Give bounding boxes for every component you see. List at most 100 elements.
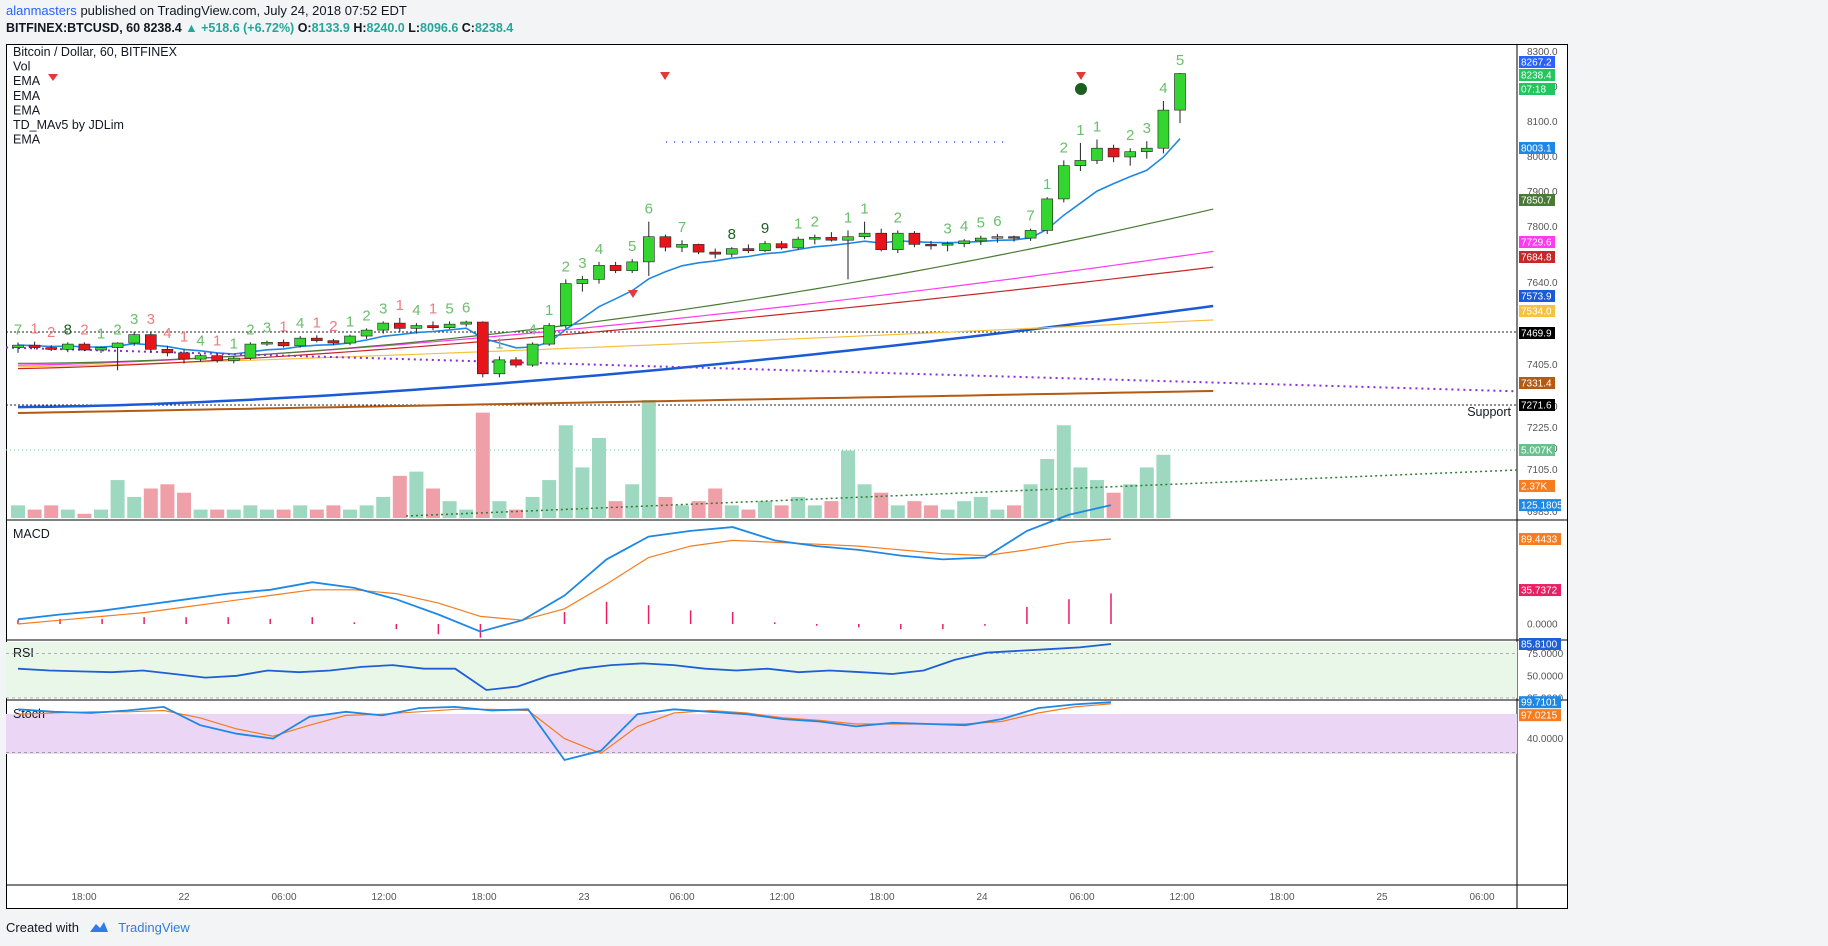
green-dotted-line [405, 469, 1518, 517]
candle-body [228, 357, 240, 361]
td-count-up: 3 [578, 255, 586, 272]
volume-bar [110, 480, 125, 518]
volume-bar [841, 450, 855, 518]
created-with-text: Created with [6, 920, 79, 935]
td-count-down: 2 [80, 321, 88, 338]
price-tag-label: 8238.4 [1521, 71, 1552, 82]
macd-axis-tick: 0.0000 [1527, 620, 1558, 631]
td-count-up: 1 [860, 201, 868, 218]
candle-body [12, 344, 24, 348]
candle-body [526, 343, 539, 366]
price-tag-bg [1519, 83, 1555, 95]
candle-body [244, 343, 257, 359]
candle-body [1157, 109, 1170, 149]
volume-bar [774, 505, 789, 518]
price-tag-label: 07:18 [1521, 85, 1546, 96]
candle-body [891, 232, 904, 250]
volume-bar [193, 509, 208, 518]
rsi-band-bg [6, 642, 1517, 698]
td-count-up: 1 [346, 314, 354, 331]
candle-body [61, 343, 74, 350]
volume-bar [973, 496, 988, 518]
time-axis-tick: 06:00 [1469, 892, 1494, 903]
volume-bar [1056, 425, 1071, 518]
price-tag-bg [1519, 142, 1555, 154]
candle-body [1008, 236, 1020, 239]
td-count-down: 1 [30, 321, 38, 338]
volume-bar [940, 509, 955, 518]
symbol-label: BITFINEX:BTCUSD, 60 [6, 21, 141, 35]
td-count-up: 1 [495, 335, 503, 352]
sell-signal-icon [1076, 72, 1086, 80]
td-count-up: 7 [678, 219, 686, 236]
td-count-up: 3 [130, 311, 138, 328]
candle-body [991, 236, 1004, 239]
td-count-up: 2 [894, 209, 902, 226]
tradingview-logo-icon [89, 922, 108, 932]
macd-label: MACD [13, 527, 50, 541]
price-tag-bg [1519, 69, 1555, 81]
stoch-k-tag [1519, 696, 1561, 709]
volume-bar [509, 509, 523, 518]
price-tag-bg [1519, 194, 1555, 206]
td-count-up: 4 [595, 241, 603, 258]
tradingview-link[interactable]: TradingView [118, 920, 190, 935]
macd-value-label: 125.1805 [1521, 501, 1563, 512]
volume-bar [343, 509, 357, 518]
candle-body [576, 279, 589, 284]
candle-body [692, 244, 705, 253]
price-tag-bg [1519, 444, 1555, 456]
volume-bar [874, 492, 889, 518]
volume-bar [525, 496, 540, 518]
candle-body [543, 325, 556, 345]
price-tag-label: 5.007K [1521, 446, 1553, 457]
td-count-up: 4 [296, 315, 304, 332]
candle-body [842, 236, 854, 241]
volume-bar [907, 501, 922, 518]
open-value: 8133.9 [311, 21, 350, 35]
volume-bar [392, 475, 407, 518]
td-count-up: 8 [728, 226, 736, 243]
chart-frame [6, 44, 1568, 909]
volume-bar [1007, 505, 1021, 518]
chart-svg[interactable]: 8300.08200.08100.08000.07900.07800.07640… [6, 44, 1568, 909]
candle-body [1058, 165, 1070, 200]
price-axis-tick: 7800.0 [1527, 222, 1558, 233]
macd-value-tag [1519, 533, 1561, 546]
stoch-d-tag [1519, 709, 1561, 722]
candle-body [45, 347, 58, 350]
candle-body [211, 355, 223, 361]
price-tag: 7469.9 [1519, 327, 1555, 340]
td-count-down: 2 [329, 318, 337, 335]
author-link[interactable]: alanmasters [6, 3, 77, 18]
price-tag: 5.007K [1519, 444, 1555, 457]
volume-bar [44, 505, 59, 518]
legend-item: EMA [13, 74, 41, 88]
volume-bar [1156, 454, 1171, 518]
candle-body [759, 243, 771, 251]
candle-body [958, 240, 971, 244]
volume-bar [94, 509, 108, 518]
low-label: L: [408, 21, 421, 35]
publish-header: alanmasters published on TradingView.com… [6, 3, 407, 18]
td-count-up: 3 [379, 300, 387, 317]
candle-body [676, 244, 688, 248]
price-tag-bg [1519, 399, 1555, 411]
candle-body [128, 334, 140, 344]
candle-body [1024, 230, 1037, 239]
td-count-up: 4 [960, 218, 968, 235]
time-axis-tick: 12:00 [1169, 892, 1194, 903]
rsi-label: RSI [13, 646, 34, 660]
volume-bar [210, 509, 225, 518]
volume-bar [1123, 484, 1138, 518]
td-count-up: 1 [1093, 118, 1101, 135]
candle-body [1174, 73, 1186, 111]
td-count-up: 5 [977, 215, 985, 232]
time-axis-tick: 25 [1376, 892, 1388, 903]
volume-bar [542, 480, 557, 518]
td-count-up: 1 [1076, 122, 1084, 139]
legend-item: Bitcoin / Dollar, 60, BITFINEX [13, 45, 178, 59]
macd-value-tag [1519, 499, 1561, 512]
candle-body [1091, 147, 1103, 161]
price-tag: 8003.1 [1519, 142, 1555, 155]
